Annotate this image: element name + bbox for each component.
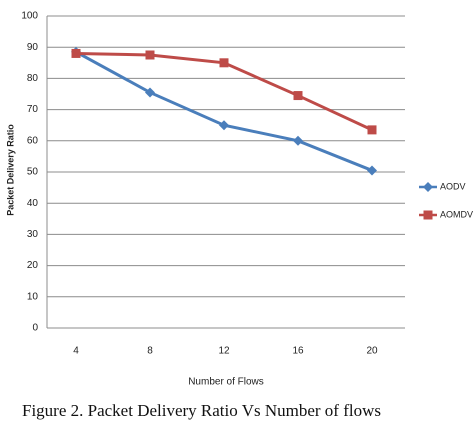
marker bbox=[145, 87, 155, 98]
x-tick-label: 8 bbox=[147, 346, 153, 357]
y-tick-label: 10 bbox=[27, 291, 39, 302]
legend-marker bbox=[423, 210, 433, 220]
y-tick-label: 70 bbox=[27, 104, 39, 115]
y-tick-label: 40 bbox=[27, 198, 39, 209]
marker bbox=[293, 135, 303, 146]
x-tick-label: 4 bbox=[73, 346, 79, 357]
marker bbox=[71, 48, 81, 58]
caption: Figure 2. Packet Delivery Ratio Vs Numbe… bbox=[22, 401, 381, 420]
series-line bbox=[75, 50, 373, 172]
y-tick-label: 80 bbox=[27, 73, 39, 84]
marker bbox=[367, 165, 377, 176]
legend-label: AOMDV bbox=[440, 209, 473, 219]
marker bbox=[367, 125, 377, 135]
y-tick-label: 60 bbox=[27, 135, 39, 146]
legend-marker bbox=[423, 182, 433, 192]
y-tick-label: 20 bbox=[27, 260, 39, 271]
x-tick-label: 20 bbox=[366, 346, 378, 357]
y-tick-label: 0 bbox=[32, 323, 38, 334]
marker bbox=[293, 91, 303, 101]
x-axis-label: Number of Flows bbox=[188, 377, 264, 388]
x-tick-label: 16 bbox=[292, 346, 304, 357]
y-tick-label: 30 bbox=[27, 229, 39, 240]
legend-label: AODV bbox=[440, 181, 466, 191]
marker bbox=[145, 50, 155, 60]
marker bbox=[219, 58, 229, 68]
y-axis-label: Packet Delivery Ratio bbox=[5, 124, 15, 216]
y-tick-label: 50 bbox=[27, 167, 39, 178]
y-tick-label: 100 bbox=[21, 11, 38, 22]
y-tick-label: 90 bbox=[27, 42, 39, 53]
x-tick-label: 12 bbox=[218, 346, 230, 357]
marker bbox=[219, 120, 229, 131]
